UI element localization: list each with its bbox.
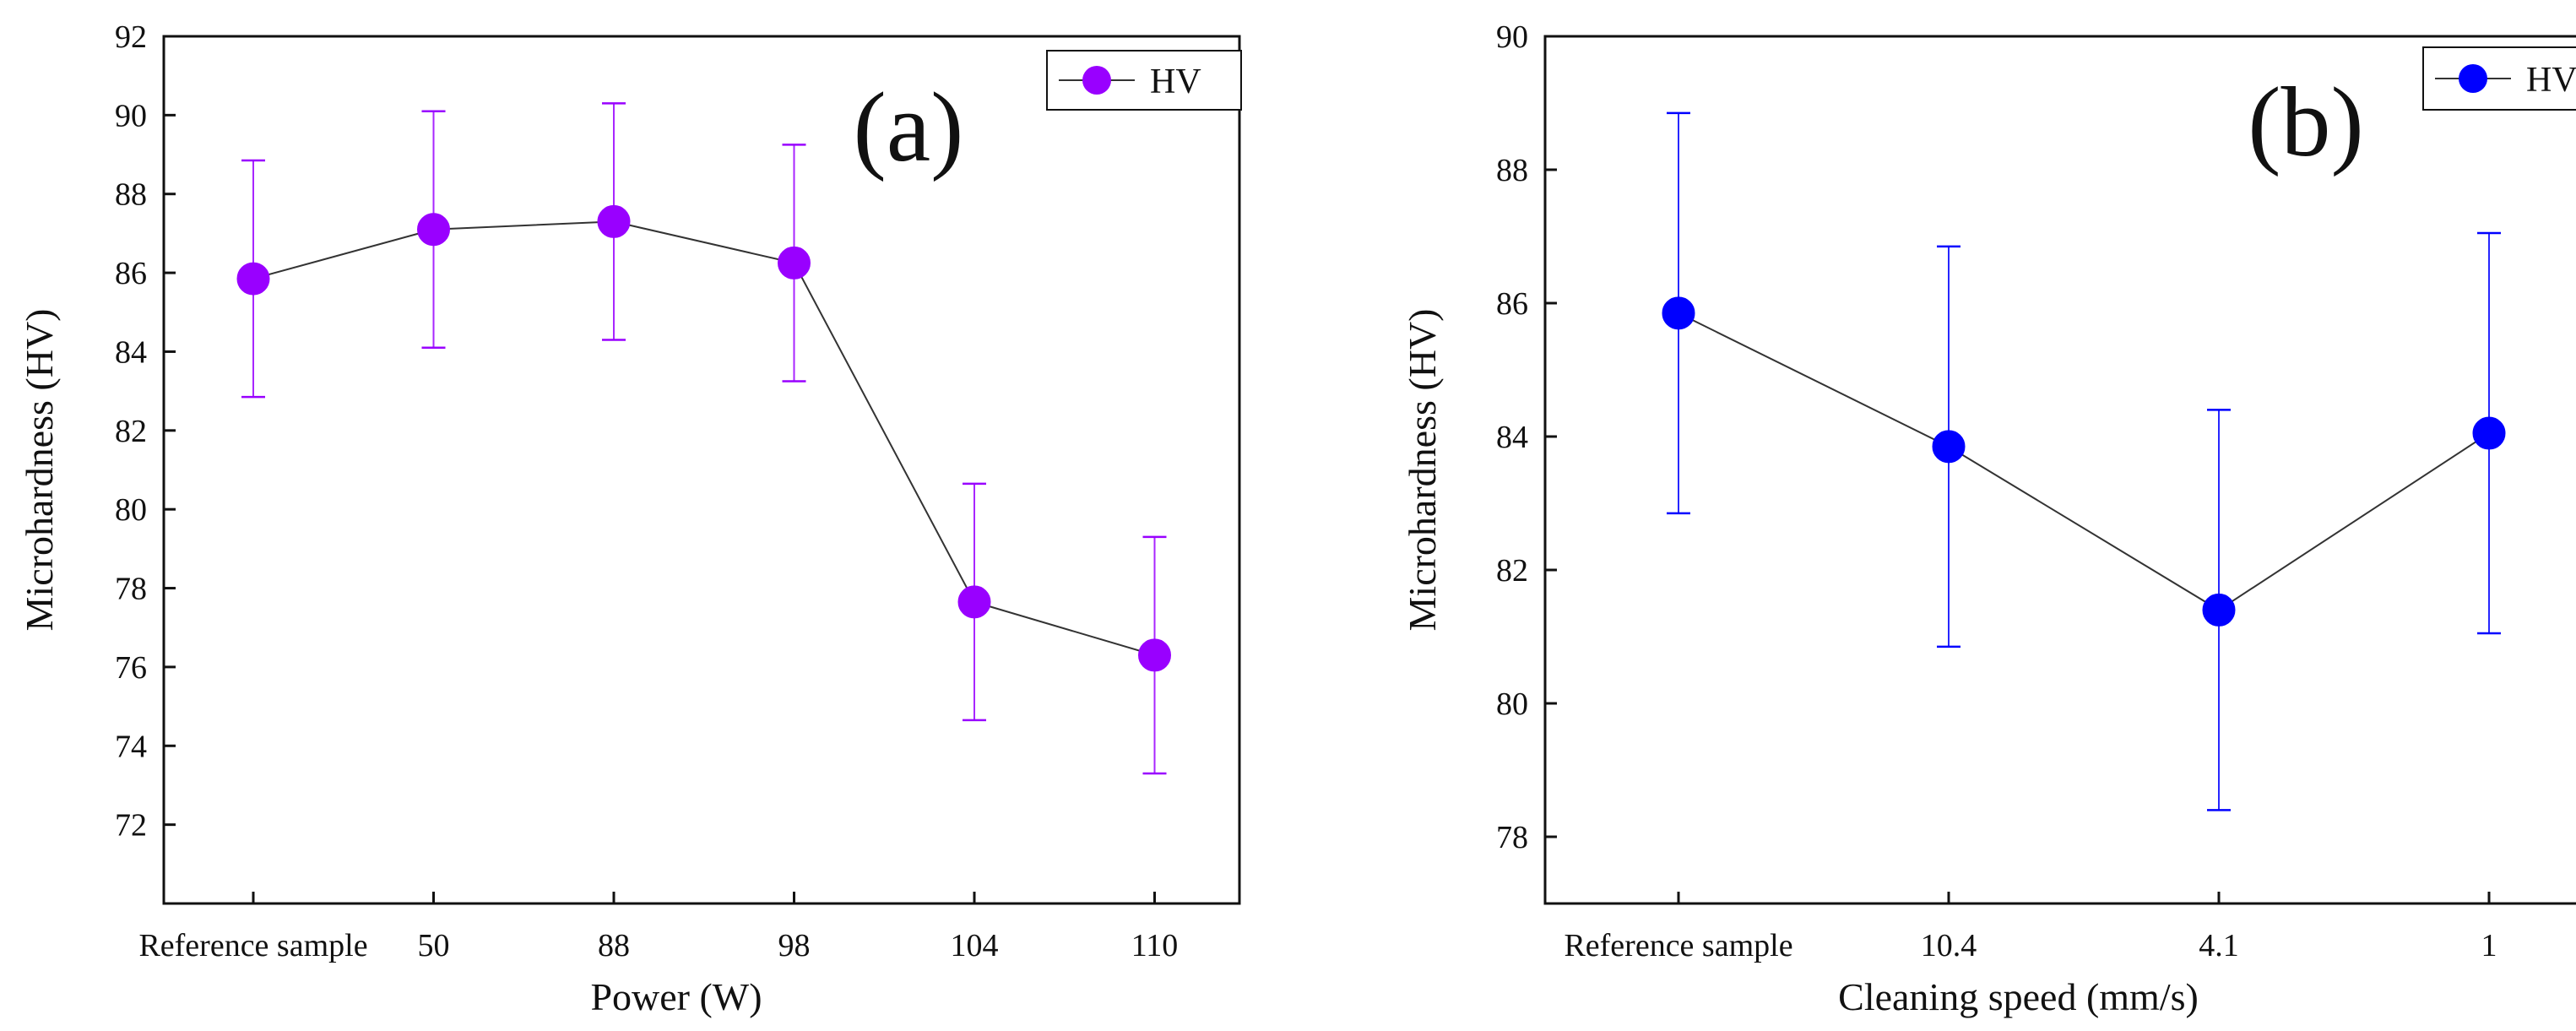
y-tick-label: 86 <box>1496 286 1528 322</box>
data-point <box>417 213 450 247</box>
y-tick-label: 92 <box>115 19 147 55</box>
y-tick-label: 80 <box>1496 686 1528 722</box>
panel-b: 78 80 82 84 86 88 90 Reference sample 10.4 4.1 1 Cl… <box>1401 19 2576 1018</box>
y-tick-label: 74 <box>115 729 147 764</box>
y-tick-label: 86 <box>115 256 147 291</box>
y-tick-label: 88 <box>1496 153 1528 188</box>
x-axis-title: Power (W) <box>590 975 762 1018</box>
y-tick-label: 88 <box>115 177 147 213</box>
panel-label: (b) <box>2248 67 2364 177</box>
panel-a: 72 74 76 78 80 82 84 86 88 90 92 Reference sample 50… <box>18 19 1242 1018</box>
panel-label: (a) <box>854 72 964 182</box>
plot-frame <box>1543 35 2576 905</box>
x-tick-label: 88 <box>598 928 630 963</box>
y-axis-title: Microhardness (HV) <box>18 309 61 632</box>
x-tick-label: 50 <box>418 928 450 963</box>
y-tick-label: 78 <box>115 572 147 607</box>
y-tick-label: 84 <box>115 334 147 370</box>
y-tick-label: 78 <box>1496 820 1528 855</box>
x-tick-label: 104 <box>951 928 999 963</box>
y-tick-label: 82 <box>115 414 147 449</box>
y-tick-label: 90 <box>1496 19 1528 55</box>
x-tick-label: 10.4 <box>1921 928 1977 963</box>
x-tick-label: 98 <box>778 928 811 963</box>
plot-frame <box>162 35 1241 905</box>
data-point <box>778 246 811 279</box>
y-axis-title: Microhardness (HV) <box>1401 309 1444 632</box>
series-line <box>1678 312 2490 611</box>
data-point <box>2202 593 2236 627</box>
data-point <box>236 262 270 296</box>
y-tick-label: 82 <box>1496 553 1528 589</box>
legend-label: HV <box>2526 61 2576 100</box>
y-tick-label: 84 <box>1496 420 1528 455</box>
legend-label: HV <box>1150 62 1201 101</box>
x-tick-label: Reference sample <box>138 928 367 963</box>
data-point <box>597 204 631 238</box>
legend-marker <box>2459 64 2487 93</box>
series-line <box>252 220 1155 656</box>
x-tick-label: Reference sample <box>1564 928 1792 963</box>
legend-marker <box>1082 66 1111 95</box>
y-tick-label: 76 <box>115 650 147 686</box>
y-tick-label: 80 <box>115 492 147 528</box>
x-axis-title: Cleaning speed (mm/s) <box>1838 975 2199 1018</box>
x-tick-label: 4.1 <box>2199 928 2239 963</box>
data-point <box>1138 638 1171 672</box>
x-tick-label: 110 <box>1131 928 1179 963</box>
data-point <box>1932 430 1966 464</box>
data-point <box>1662 296 1695 330</box>
x-tick-label: 1 <box>2481 928 2497 963</box>
data-point <box>957 585 991 619</box>
data-point <box>2472 416 2506 450</box>
y-tick-label: 90 <box>115 98 147 133</box>
y-tick-label: 72 <box>115 808 147 844</box>
